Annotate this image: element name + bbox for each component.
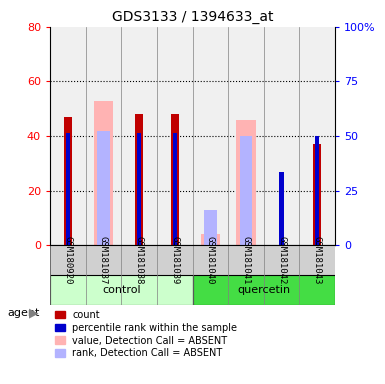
Text: GSM181039: GSM181039 [170, 236, 179, 285]
Text: GSM181038: GSM181038 [135, 236, 144, 285]
Bar [66, 133, 70, 245]
Bar [192, 275, 335, 305]
Text: agent: agent [8, 308, 40, 318]
Bar [201, 234, 220, 245]
Bar [64, 117, 72, 245]
Text: GSM181040: GSM181040 [206, 236, 215, 285]
Text: GSM181042: GSM181042 [277, 236, 286, 285]
Text: GSM181043: GSM181043 [313, 236, 321, 285]
Text: control: control [102, 285, 141, 295]
Bar [240, 136, 252, 245]
Bar [137, 133, 141, 245]
Legend: count, percentile rank within the sample, value, Detection Call = ABSENT, rank, : count, percentile rank within the sample… [55, 310, 238, 358]
Text: quercetin: quercetin [237, 285, 290, 295]
Bar [172, 133, 177, 245]
Title: GDS3133 / 1394633_at: GDS3133 / 1394633_at [112, 10, 273, 25]
Bar [135, 114, 143, 245]
Bar [94, 101, 113, 245]
Text: GSM181037: GSM181037 [99, 236, 108, 285]
Bar [280, 172, 284, 245]
Text: GSM180920: GSM180920 [64, 236, 72, 285]
Bar [50, 245, 335, 275]
Bar [315, 136, 319, 245]
Bar [97, 131, 110, 245]
Bar [313, 144, 321, 245]
Bar [236, 120, 256, 245]
Bar [50, 275, 192, 305]
Bar [204, 210, 216, 245]
Text: ▶: ▶ [29, 306, 38, 319]
Bar [171, 114, 179, 245]
Text: GSM181041: GSM181041 [241, 236, 250, 285]
